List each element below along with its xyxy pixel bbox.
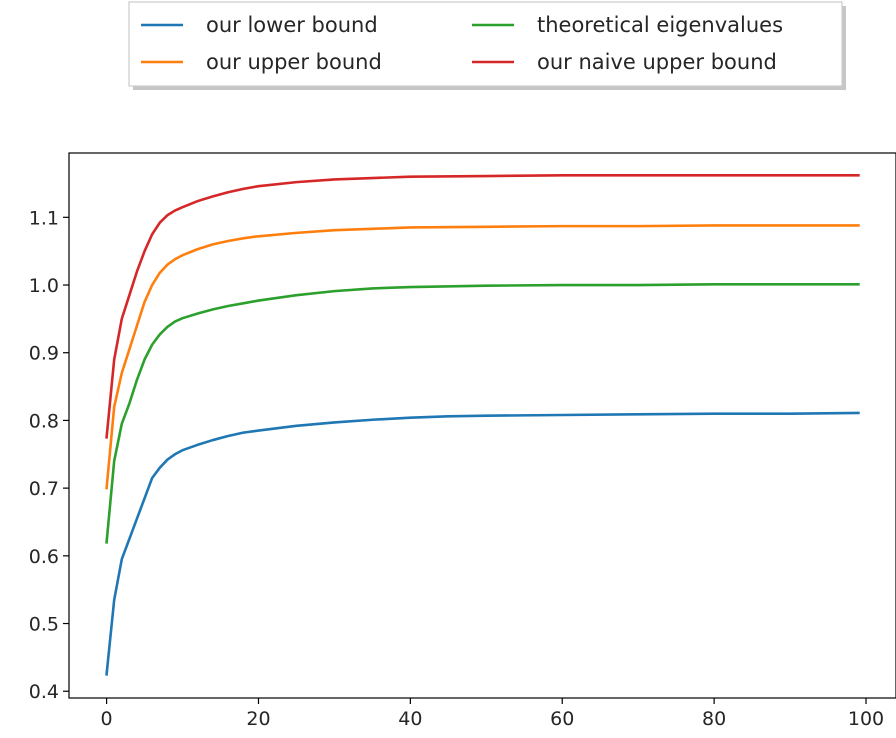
legend-label-our-upper-bound: our upper bound (206, 50, 382, 74)
x-tick-label: 20 (246, 708, 270, 730)
y-tick-label: 1.1 (29, 207, 59, 229)
legend-label-theoretical-eigenvalues: theoretical eigenvalues (537, 13, 783, 37)
x-tick-label: 40 (398, 708, 422, 730)
y-tick-label: 0.9 (29, 343, 59, 365)
series-line-our-naive-upper-bound (105, 174, 860, 439)
y-tick-label: 0.5 (29, 614, 59, 636)
y-tick-label: 0.7 (29, 478, 59, 500)
axes: 0 20 40 60 80 100 0.4 0.5 0.6 0.7 0.8 0.9 1.0 1.1 (29, 152, 896, 730)
legend: our lower bound our upper bound theoretica… (128, 1, 846, 90)
legend-label-our-naive-upper-bound: our naive upper bound (537, 50, 777, 74)
y-tick-label: 0.4 (29, 681, 59, 703)
series-line-our-upper-bound (105, 224, 860, 490)
x-tick-label: 60 (550, 708, 574, 730)
x-tick-label: 0 (101, 708, 113, 730)
axes-frame (68, 152, 896, 699)
x-tick-label: 100 (848, 708, 884, 730)
legend-label-our-lower-bound: our lower bound (206, 13, 378, 37)
y-tick-label: 0.8 (29, 410, 59, 432)
plot-area (105, 174, 860, 676)
legend-frame (128, 1, 843, 87)
x-tick-label: 80 (702, 708, 726, 730)
y-tick-label: 1.0 (29, 275, 59, 297)
series-line-our-lower-bound (105, 411, 860, 676)
y-tick-label: 0.6 (29, 546, 59, 568)
series-line-theoretical-eigenvalues (105, 283, 860, 544)
